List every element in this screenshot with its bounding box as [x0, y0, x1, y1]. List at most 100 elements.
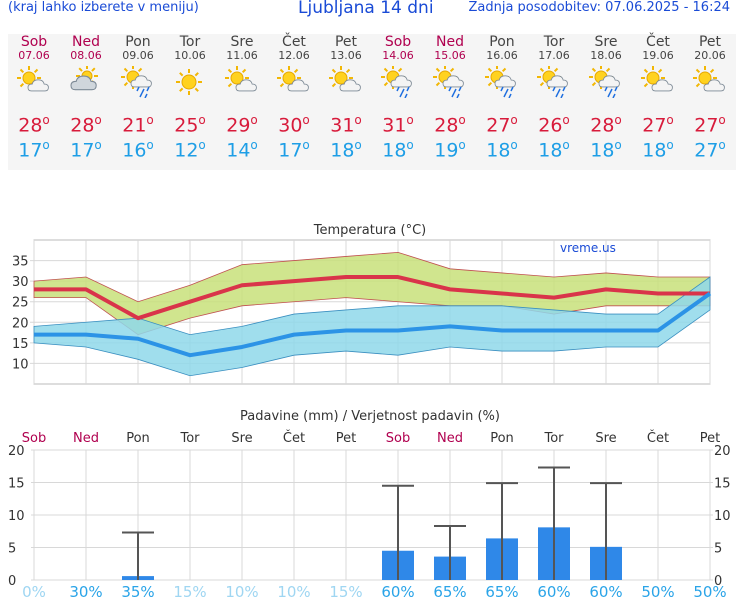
precipitation-day-label: Sre [595, 431, 616, 446]
temperature-tick-label: 25 [12, 296, 29, 311]
min-temperature: 27o [694, 138, 726, 162]
min-temperature-line [34, 291, 712, 358]
sun-rain-icon [112, 66, 164, 98]
max-temperature: 31o [382, 113, 414, 137]
day-date: 20.06 [694, 49, 726, 62]
day-name: Pon [125, 34, 151, 50]
temperature-tick-label: 10 [12, 357, 29, 372]
chart-watermark: vreme.us [560, 241, 616, 255]
day-name: Sre [230, 34, 254, 50]
temperature-tick-label: 20 [12, 316, 29, 331]
precipitation-day-label: Pon [126, 431, 150, 446]
day-column: Ned 15.06 28o 19o [424, 34, 476, 162]
precipitation-day-label: Pet [700, 431, 720, 446]
min-temperature-range-band [33, 276, 711, 377]
day-column: Sob 14.06 31o 18o [372, 34, 424, 161]
precipitation-chart-title: Padavine (mm) / Verjetnost padavin (%) [240, 409, 500, 424]
min-temperature: 17o [278, 138, 310, 162]
day-date: 07.06 [18, 49, 50, 62]
temperature-tick-label: 35 [12, 255, 29, 270]
min-temperature: 12o [174, 138, 206, 162]
day-date: 08.06 [70, 49, 102, 62]
precipitation-day-label: Tor [543, 431, 564, 446]
max-temperature: 27o [694, 113, 726, 137]
day-column: Čet 19.06 27o 18o [632, 34, 684, 161]
precipitation-probability-label: 60% [537, 583, 570, 600]
precipitation-probability-label: 65% [433, 583, 466, 600]
day-name: Ned [436, 34, 464, 50]
day-name: Ned [72, 34, 100, 50]
precipitation-day-label: Čet [647, 430, 669, 446]
precipitation-day-label: Čet [283, 430, 305, 446]
max-temperature: 25o [174, 113, 206, 137]
precipitation-day-label: Ned [437, 431, 463, 446]
precipitation-day-label: Sob [22, 431, 46, 446]
day-name: Pet [334, 34, 358, 50]
day-name: Čet [282, 34, 306, 50]
sun-rain-icon [424, 66, 476, 98]
precipitation-tick-label-right: 5 [714, 542, 722, 557]
precipitation-probability-label: 35% [121, 583, 154, 600]
precipitation-day-label: Sob [386, 431, 410, 446]
precipitation-day-label: Tor [179, 431, 200, 446]
day-column: Tor 10.06 25o 12o [164, 34, 216, 162]
sun-rain-icon [372, 66, 424, 98]
day-date: 19.06 [642, 49, 674, 62]
precipitation-day-label: Ned [73, 431, 99, 446]
min-temperature: 18o [590, 138, 622, 162]
min-temperature: 14o [226, 138, 258, 162]
temperature-tick-label: 15 [12, 337, 29, 352]
day-column: Pet 13.06 31o 18o [320, 34, 372, 161]
day-date: 18.06 [590, 49, 622, 62]
precipitation-day-label: Sre [231, 431, 252, 446]
cloudy-sun-icon [60, 66, 112, 98]
precipitation-tick-label-left: 0 [8, 574, 16, 589]
precipitation-probability-label: 0% [22, 583, 46, 600]
max-temperature: 28o [434, 113, 466, 137]
day-name: Tor [543, 34, 565, 50]
precipitation-tick-label-left: 20 [8, 444, 25, 459]
min-temperature: 19o [434, 138, 466, 162]
precipitation-tick-label-right: 20 [714, 444, 731, 459]
precipitation-probability-label: 30% [69, 583, 102, 600]
max-temperature: 28o [590, 113, 622, 137]
day-date: 14.06 [382, 49, 414, 62]
precipitation-probability-label: 65% [485, 583, 518, 600]
day-name: Sob [20, 34, 48, 50]
day-date: 12.06 [278, 49, 310, 62]
precipitation-tick-label-left: 10 [8, 509, 25, 524]
sun-rain-icon [528, 66, 580, 98]
day-column: Pet 20.06 27o 27o [684, 34, 736, 162]
precipitation-probability-label: 50% [641, 583, 674, 600]
max-temperature-line [34, 275, 710, 321]
min-temperature: 18o [538, 138, 570, 162]
precipitation-day-label: Pet [336, 431, 356, 446]
day-column: Sre 11.06 29o 14o [216, 34, 268, 162]
day-column: Sob 07.06 28o 17o [8, 34, 60, 161]
precipitation-probability-label: 60% [589, 583, 622, 600]
header-hint[interactable]: (kraj lahko izberete v meniju) [8, 0, 199, 15]
precipitation-tick-label-right: 0 [714, 574, 722, 589]
sun-icon [164, 66, 216, 98]
precipitation-probability-label: 50% [693, 583, 726, 600]
day-name: Pet [698, 34, 722, 50]
precipitation-probability-label: 60% [381, 583, 414, 600]
partly-cloudy-icon [320, 66, 372, 98]
day-date: 15.06 [434, 49, 466, 62]
max-temperature: 28o [70, 113, 102, 137]
precipitation-day-label: Pon [490, 431, 514, 446]
last-update: Zadnja posodobitev: 07.06.2025 - 16:24 [468, 0, 730, 15]
day-column: Pon 16.06 27o 18o [476, 34, 528, 162]
day-date: 13.06 [330, 49, 362, 62]
day-name: Sob [384, 34, 412, 50]
day-column: Čet 12.06 30o 17o [268, 34, 320, 162]
day-column: Tor 17.06 26o 18o [528, 34, 580, 162]
min-temperature: 17o [70, 138, 102, 162]
max-temperature: 31o [330, 113, 362, 137]
min-temperature: 18o [486, 138, 518, 162]
sun-rain-icon [580, 66, 632, 98]
day-column: Ned 08.06 28o 17o [60, 34, 112, 162]
precipitation-tick-label-left: 5 [8, 542, 16, 557]
day-name: Sre [594, 34, 618, 50]
